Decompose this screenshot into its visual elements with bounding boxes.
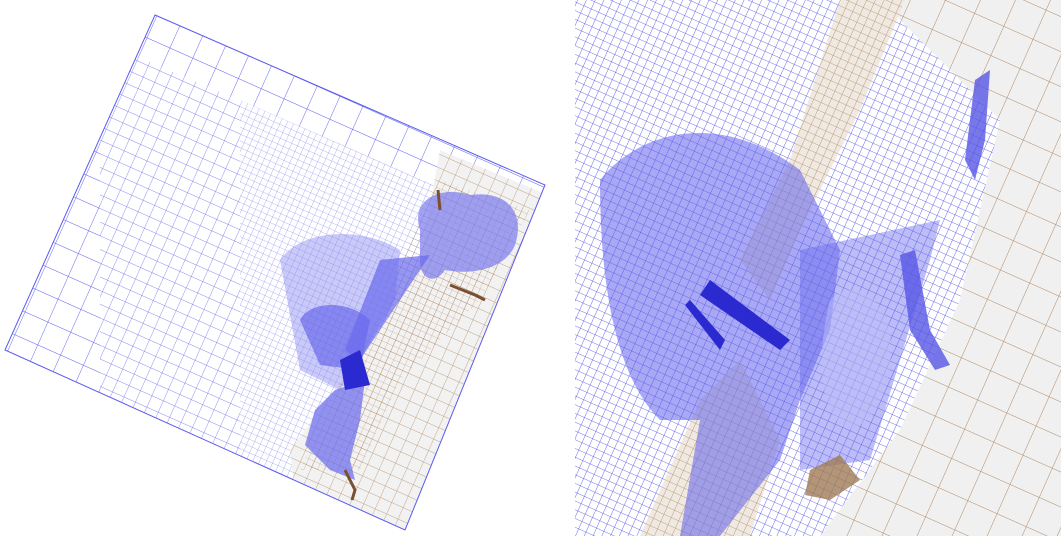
overview-mesh [0,0,560,536]
page: (() => { const data = JSON.parse(documen… [0,0,1061,536]
creek [438,190,440,210]
mesh-figure [0,0,1061,536]
zoom-mesh [575,0,1061,536]
